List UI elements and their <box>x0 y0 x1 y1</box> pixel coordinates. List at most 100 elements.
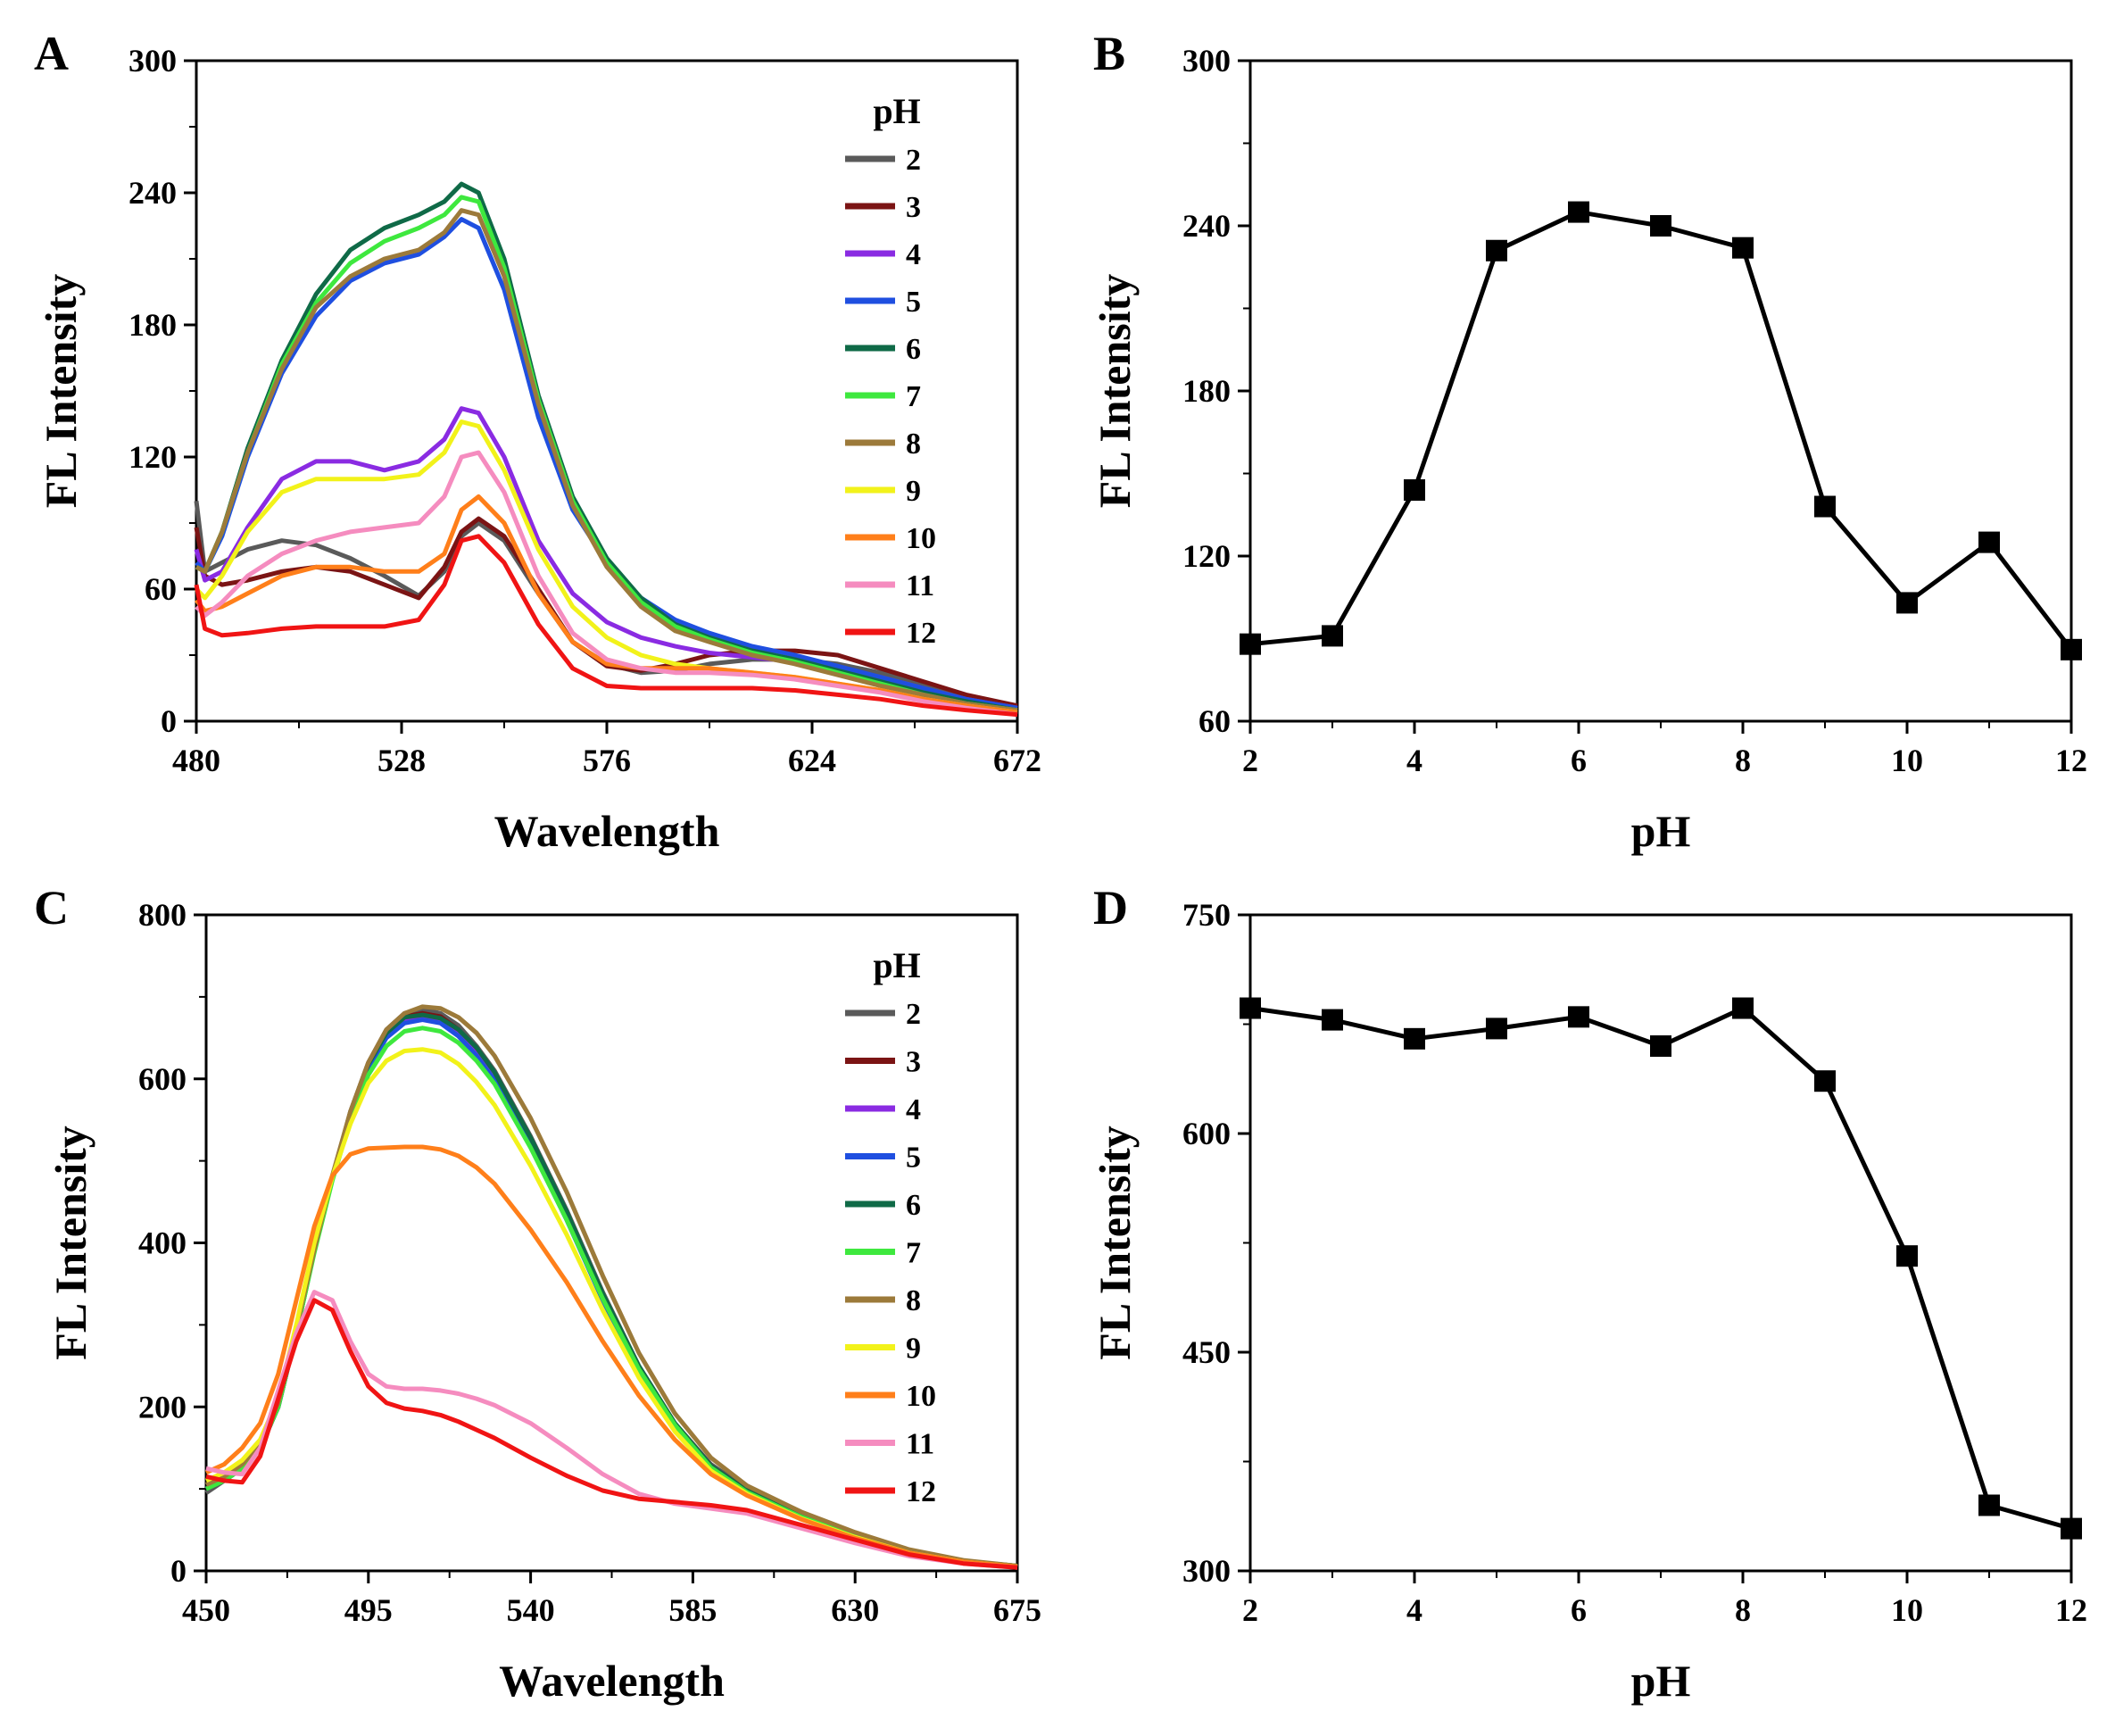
legend-label-ph-11: 11 <box>906 1428 934 1461</box>
legend-label-ph-9: 9 <box>906 475 921 508</box>
legend-label-ph-3: 3 <box>906 1046 921 1079</box>
data-point-ph-7 <box>1650 215 1671 237</box>
data-point-ph-12 <box>2061 1517 2082 1540</box>
series-line-ph-11 <box>195 450 1018 718</box>
y-tick-label: 240 <box>1182 208 1231 244</box>
y-axis-title: FL Intensity <box>36 274 86 509</box>
data-point-ph-6 <box>1568 201 1589 223</box>
legend-label-ph-4: 4 <box>906 1093 921 1126</box>
legend-label-ph-10: 10 <box>906 522 936 555</box>
panel-label: C <box>34 881 69 934</box>
x-axis-title: pH <box>1631 806 1691 856</box>
plot-frame <box>204 913 1019 1573</box>
panel-b: B 2 4 6 8 10 12 60 120 180 240 300 pH FL Intensity <box>1090 27 2087 856</box>
y-axis-title: FL Intensity <box>1090 1125 1140 1360</box>
legend: pH 2 3 4 5 6 7 8 9 10 11 12 <box>845 91 936 650</box>
y-tick-label: 180 <box>1182 373 1231 409</box>
x-axis-title: Wavelength <box>499 1656 725 1706</box>
y-tick-label: 120 <box>129 439 177 475</box>
y-tick-label: 600 <box>138 1061 187 1097</box>
legend-label-ph-6: 6 <box>906 333 921 366</box>
y-tick-label: 0 <box>170 1553 187 1589</box>
x-tick-label: 8 <box>1735 1592 1751 1628</box>
legend: pH 2 3 4 5 6 7 8 9 10 11 12 <box>845 945 936 1508</box>
legend-label-ph-7: 7 <box>906 380 921 413</box>
legend-label-ph-2: 2 <box>906 144 921 177</box>
series-line <box>1249 1006 2072 1532</box>
data-point-ph-9 <box>1814 1070 1836 1092</box>
legend-label-ph-5: 5 <box>906 1142 921 1175</box>
x-tick-label: 6 <box>1571 1592 1587 1628</box>
y-tick-label: 0 <box>161 703 177 739</box>
data-point-ph-12 <box>2061 638 2082 660</box>
x-tick-label: 495 <box>344 1592 393 1628</box>
series-line-ph-11 <box>205 1290 1018 1570</box>
x-tick-label: 672 <box>993 743 1041 778</box>
data-point-ph-10 <box>1896 592 1918 614</box>
series-line-ph-8 <box>195 208 1018 713</box>
x-tick-label: 528 <box>377 743 426 778</box>
x-tick-label: 675 <box>993 1592 1041 1628</box>
legend-label-ph-3: 3 <box>906 191 921 224</box>
y-tick-label: 300 <box>1182 1553 1231 1589</box>
x-tick-label: 480 <box>172 743 220 778</box>
x-tick-label: 576 <box>583 743 631 778</box>
legend-label-ph-8: 8 <box>906 428 921 461</box>
x-tick-label: 12 <box>2055 1592 2087 1628</box>
legend-label-ph-6: 6 <box>906 1189 921 1222</box>
panel-d: D 2 4 6 8 10 12 300 450 600 750 pH FL Intensity <box>1090 881 2087 1706</box>
data-point-ph-10 <box>1896 1245 1918 1267</box>
y-axis-title: FL Intensity <box>46 1125 95 1360</box>
x-tick-label: 630 <box>831 1592 879 1628</box>
y-tick-label: 60 <box>1198 703 1231 739</box>
data-point-ph-8 <box>1732 237 1754 259</box>
y-tick-label: 120 <box>1182 538 1231 574</box>
data-point-ph-2 <box>1240 997 1261 1019</box>
legend-label-ph-9: 9 <box>906 1333 921 1366</box>
x-tick-label: 12 <box>2055 743 2087 778</box>
x-tick-label: 624 <box>788 743 836 778</box>
series-line-ph-5 <box>195 217 1018 710</box>
y-tick-label: 750 <box>1182 897 1231 933</box>
legend-label-ph-2: 2 <box>906 998 921 1031</box>
data-point-ph-2 <box>1240 633 1261 655</box>
x-tick-label: 2 <box>1242 1592 1258 1628</box>
x-axis-title: Wavelength <box>494 806 720 856</box>
y-tick-label: 180 <box>129 307 177 343</box>
series-line <box>1249 210 2073 652</box>
x-tick-label: 540 <box>507 1592 555 1628</box>
legend-label-ph-8: 8 <box>906 1284 921 1317</box>
plot-frame <box>1248 59 2073 723</box>
y-tick-label: 240 <box>129 175 177 211</box>
legend-label-ph-5: 5 <box>906 286 921 319</box>
data-point-ph-11 <box>1978 531 2000 553</box>
legend-label-ph-10: 10 <box>906 1380 936 1413</box>
y-tick-label: 400 <box>138 1225 187 1261</box>
y-tick-label: 600 <box>1182 1116 1231 1151</box>
series-line-ph-12 <box>194 534 1018 718</box>
legend-label-ph-4: 4 <box>906 238 921 271</box>
panel-label: D <box>1093 881 1128 934</box>
x-tick-label: 585 <box>668 1592 717 1628</box>
data-point-ph-5 <box>1486 239 1507 262</box>
legend-label-ph-11: 11 <box>906 569 934 602</box>
series-line-ph-2 <box>204 1007 1018 1568</box>
y-tick-label: 60 <box>145 571 177 607</box>
series-line-ph-2 <box>194 500 1018 710</box>
legend-label-ph-12: 12 <box>906 617 936 650</box>
data-point-ph-8 <box>1732 997 1754 1019</box>
x-tick-label: 450 <box>182 1592 230 1628</box>
y-tick-label: 450 <box>1182 1334 1231 1370</box>
legend-label-ph-12: 12 <box>906 1475 936 1508</box>
x-tick-label: 4 <box>1406 1592 1422 1628</box>
panel-label: A <box>34 27 69 80</box>
series-line-ph-10 <box>204 1144 1018 1569</box>
y-tick-label: 200 <box>138 1389 187 1425</box>
x-tick-label: 8 <box>1735 743 1751 778</box>
x-tick-label: 4 <box>1406 743 1422 778</box>
y-tick-label: 300 <box>129 43 177 79</box>
legend-title: pH <box>873 91 920 131</box>
